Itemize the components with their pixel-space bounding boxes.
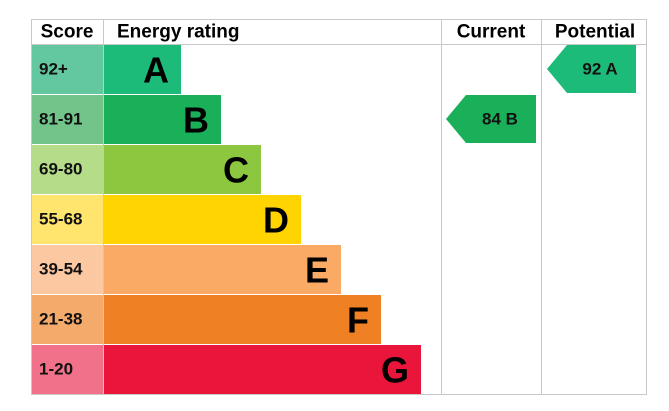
rating-letter: E — [305, 250, 329, 291]
rating-bar — [104, 295, 381, 344]
rating-bar — [104, 245, 341, 294]
score-cell — [32, 45, 103, 94]
header-rating: Energy rating — [117, 22, 239, 43]
score-cell — [32, 295, 103, 344]
rating-bar — [104, 195, 301, 244]
rating-letter: F — [347, 300, 369, 341]
rating-bar — [104, 145, 261, 194]
rating-letter: G — [381, 350, 409, 391]
score-label: 21-38 — [39, 310, 82, 329]
current-arrow — [446, 95, 536, 143]
potential-label: 92 A — [582, 60, 617, 79]
header-potential: Potential — [555, 22, 635, 43]
score-label: 81-91 — [39, 110, 82, 129]
score-cell — [32, 145, 103, 194]
score-cell — [32, 345, 103, 394]
score-cell — [32, 195, 103, 244]
rating-letter: C — [223, 150, 249, 191]
score-label: 92+ — [39, 60, 68, 79]
rating-letter: A — [143, 50, 169, 91]
score-label: 55-68 — [39, 210, 82, 229]
score-cell — [32, 245, 103, 294]
rating-letter: D — [263, 200, 289, 241]
rating-bar — [104, 345, 421, 394]
rating-bar — [104, 45, 181, 94]
header-score: Score — [41, 22, 94, 43]
score-label: 69-80 — [39, 160, 82, 179]
score-label: 39-54 — [39, 260, 83, 279]
score-label: 1-20 — [39, 360, 73, 379]
score-cell — [32, 95, 103, 144]
bands: 92+ A 81-91 B 69-80 C 55-68 D 39-54 E 21-38 F 1-20 G — [32, 45, 421, 394]
rating-letter: B — [183, 100, 209, 141]
potential-arrow — [547, 45, 636, 93]
current-label: 84 B — [482, 110, 518, 129]
header-current: Current — [457, 22, 526, 43]
rating-bar — [104, 95, 221, 144]
